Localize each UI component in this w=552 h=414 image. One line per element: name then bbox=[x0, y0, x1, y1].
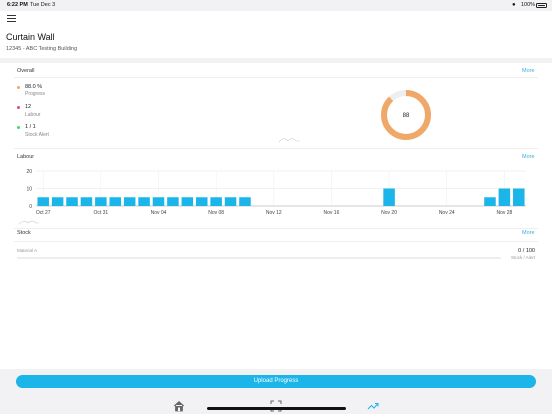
status-bar: 6:22 PM Tue Dec 3 ● 100% bbox=[0, 0, 552, 11]
x-tick-label: Nov 04 bbox=[151, 210, 167, 216]
upload-progress-button[interactable]: Upload Progress bbox=[16, 375, 536, 388]
battery-percent: 100% bbox=[521, 2, 536, 8]
y-tick-label: 10 bbox=[26, 186, 32, 192]
chart-watermark-icon bbox=[18, 220, 39, 225]
trend-icon[interactable] bbox=[367, 400, 379, 412]
x-tick-label: Oct 27 bbox=[36, 210, 51, 216]
home-icon[interactable] bbox=[173, 400, 185, 412]
labour-bar bbox=[181, 197, 194, 206]
x-tick-label: Nov 16 bbox=[324, 210, 340, 216]
y-tick-label: 20 bbox=[26, 169, 32, 175]
labour-bar bbox=[109, 197, 122, 206]
labour-more-link[interactable]: More bbox=[522, 154, 535, 160]
y-tick-label: 0 bbox=[29, 204, 32, 210]
divider bbox=[14, 241, 538, 242]
labour-bar bbox=[195, 197, 208, 206]
donut-value: 88 bbox=[403, 113, 410, 119]
labour-bar bbox=[239, 197, 251, 206]
status-time: 6:22 PM bbox=[7, 2, 28, 8]
stock-dot-icon bbox=[17, 126, 20, 129]
stock-value: 0 / 100 bbox=[518, 248, 535, 254]
progress-value: 88.0 % bbox=[25, 84, 43, 90]
labour-bar bbox=[224, 197, 237, 206]
stock-title: Stock bbox=[17, 230, 31, 236]
stock-material-name: Material A bbox=[17, 248, 38, 253]
tab-bar bbox=[0, 392, 552, 414]
labour-bar bbox=[51, 197, 64, 206]
x-tick-label: Oct 31 bbox=[93, 210, 108, 216]
divider bbox=[14, 148, 538, 149]
labour-bar-chart: 20 10 0 Oct 27 Oct 31 Nov 04 Nov 08 Nov 12 Nov 1… bbox=[26, 169, 526, 216]
overall-title: Overall bbox=[17, 68, 35, 74]
donut-progress-arc bbox=[381, 90, 431, 140]
labour-label: Labour bbox=[25, 112, 41, 118]
divider bbox=[14, 77, 538, 78]
labour-bar bbox=[498, 188, 511, 206]
progress-label: Progress bbox=[25, 91, 46, 97]
labour-bar bbox=[138, 197, 150, 206]
menu-icon[interactable] bbox=[7, 15, 16, 22]
progress-dot-icon bbox=[17, 86, 20, 89]
dashboard-card bbox=[0, 63, 552, 369]
page-subtitle: 12345 - ABC Testing Building bbox=[6, 46, 78, 52]
divider bbox=[14, 228, 538, 229]
scan-icon[interactable] bbox=[270, 400, 282, 412]
labour-bar bbox=[95, 197, 107, 206]
status-date: Tue Dec 3 bbox=[30, 2, 56, 8]
home-indicator bbox=[207, 407, 346, 410]
overall-more-link[interactable]: More bbox=[522, 68, 535, 74]
stock-alert-label: Stock Alert bbox=[25, 132, 49, 138]
x-tick-label: Nov 20 bbox=[381, 210, 397, 216]
page-header bbox=[0, 11, 552, 58]
labour-title: Labour bbox=[17, 154, 35, 160]
labour-bar bbox=[66, 197, 78, 206]
labour-bar bbox=[152, 197, 165, 206]
labour-bar bbox=[210, 197, 222, 206]
labour-bar bbox=[513, 188, 525, 206]
stock-more-link[interactable]: More bbox=[522, 230, 535, 236]
stock-alert-value: 1 / 1 bbox=[25, 124, 36, 130]
labour-bar bbox=[37, 197, 49, 206]
labour-dot-icon bbox=[17, 106, 20, 109]
stock-level-bar bbox=[17, 257, 501, 259]
x-tick-label: Nov 24 bbox=[439, 210, 455, 216]
stock-value-label: Stock / Alert bbox=[510, 255, 535, 260]
x-tick-label: Nov 08 bbox=[208, 210, 224, 216]
wifi-icon: ● bbox=[512, 2, 516, 8]
battery-icon bbox=[536, 3, 547, 8]
labour-bar bbox=[80, 197, 93, 206]
labour-bar bbox=[484, 197, 496, 206]
x-tick-label: Nov 28 bbox=[496, 210, 512, 216]
labour-value: 12 bbox=[25, 104, 32, 110]
progress-donut: 88 bbox=[381, 90, 431, 140]
chart-watermark-icon bbox=[278, 138, 300, 143]
labour-bar bbox=[123, 197, 136, 206]
x-tick-label: Nov 12 bbox=[266, 210, 282, 216]
page-title: Curtain Wall bbox=[6, 32, 55, 42]
labour-bar bbox=[167, 197, 179, 206]
labour-bar bbox=[383, 188, 395, 206]
